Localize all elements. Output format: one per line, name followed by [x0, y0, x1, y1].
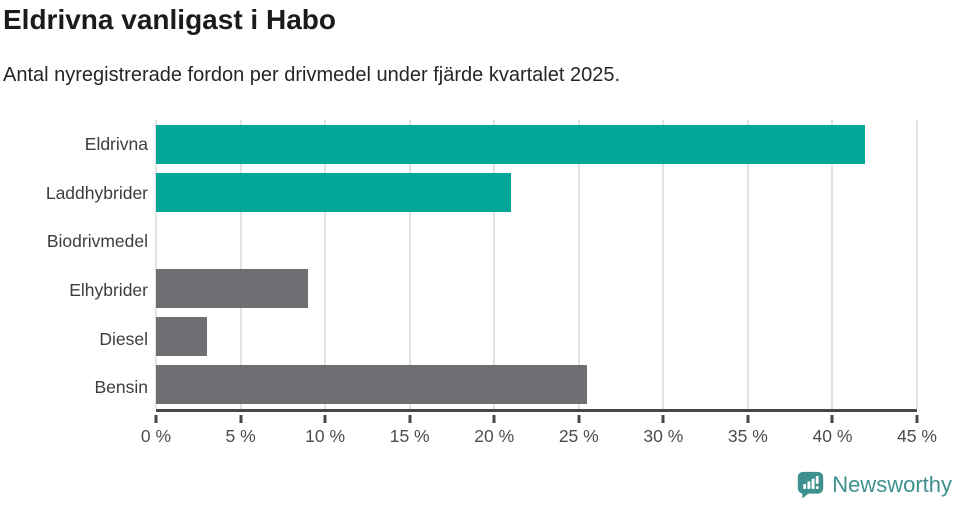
bar-diesel[interactable] [156, 317, 207, 357]
x-axis-tick [492, 415, 496, 423]
x-axis-tick-label: 20 % [474, 426, 515, 446]
x-axis-tick-label: 45 % [897, 426, 937, 446]
category-label: Diesel [99, 328, 148, 349]
category-axis: Eldrivna Laddhybrider Biodrivmedel Elhybrid… [0, 120, 148, 412]
gridline [662, 120, 665, 409]
x-axis-tick [154, 415, 158, 423]
x-axis-tick [661, 415, 665, 423]
x-axis-tick-label: 35 % [727, 426, 768, 446]
bar-row [156, 168, 917, 216]
x-axis-tick-label: 40 % [812, 426, 853, 446]
gridline [408, 120, 411, 409]
bar-row [156, 265, 917, 313]
bar-row [156, 120, 917, 168]
x-axis-tick-label: 10 % [305, 426, 346, 446]
gridline [324, 120, 327, 409]
category-label: Laddhybrider [45, 182, 148, 203]
x-axis-tick [323, 415, 327, 423]
x-axis-tick-label: 5 % [225, 426, 256, 446]
bar-eldrivna[interactable] [156, 124, 865, 164]
gridline [155, 120, 157, 409]
brand-logo: Newsworthy [796, 470, 952, 499]
bar-row [156, 361, 917, 409]
brand-name: Newsworthy [832, 471, 952, 497]
x-axis-tick-label: 15 % [389, 426, 430, 446]
x-axis-tick-label: 30 % [643, 426, 684, 446]
x-axis-tick [577, 415, 581, 423]
x-axis-tick [239, 415, 243, 423]
category-label: Eldrivna [84, 133, 148, 154]
gridline [916, 120, 918, 409]
category-label: Biodrivmedel [46, 231, 148, 252]
bar-row [156, 216, 917, 264]
gridline [746, 120, 749, 409]
bar-laddhybrider[interactable] [156, 172, 512, 212]
x-axis: 0 % 5 % 10 % 15 % 20 % 25 % 30 % 35 % 40 % 45 % [141, 415, 937, 455]
category-label: Bensin [94, 377, 148, 398]
x-axis-tick [915, 415, 919, 423]
bar-series [156, 120, 917, 409]
gridline [239, 120, 242, 409]
bar-bensin[interactable] [156, 365, 588, 405]
x-axis-tick [746, 415, 750, 423]
gridline [577, 120, 580, 409]
x-axis-tick-label: 0 % [140, 426, 172, 446]
gridline [493, 120, 496, 409]
chart-title: Eldrivna vanligast i Habo [3, 4, 336, 35]
gridline [831, 120, 834, 409]
plot-area [155, 120, 918, 412]
bar-elhybrider[interactable] [156, 269, 309, 309]
x-axis-tick-label: 25 % [558, 426, 599, 446]
chart-subtitle: Antal nyregistrerade fordon per drivmede… [3, 64, 621, 86]
bar-row [156, 313, 917, 361]
newsworthy-icon [798, 471, 824, 499]
x-axis-tick [830, 415, 834, 423]
category-label: Elhybrider [69, 279, 148, 300]
x-axis-tick [408, 415, 412, 423]
